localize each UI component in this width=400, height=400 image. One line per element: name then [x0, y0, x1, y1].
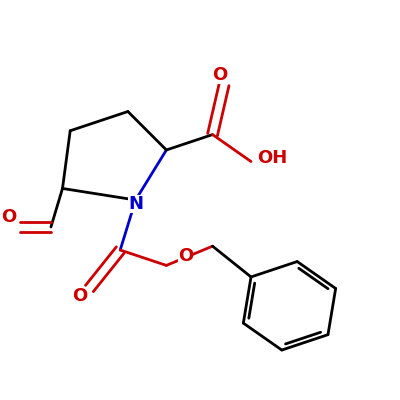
Text: O: O [213, 66, 228, 84]
Text: N: N [128, 195, 143, 213]
Text: O: O [72, 287, 88, 305]
Text: O: O [178, 247, 193, 265]
Text: OH: OH [257, 149, 287, 167]
Text: O: O [1, 208, 16, 226]
